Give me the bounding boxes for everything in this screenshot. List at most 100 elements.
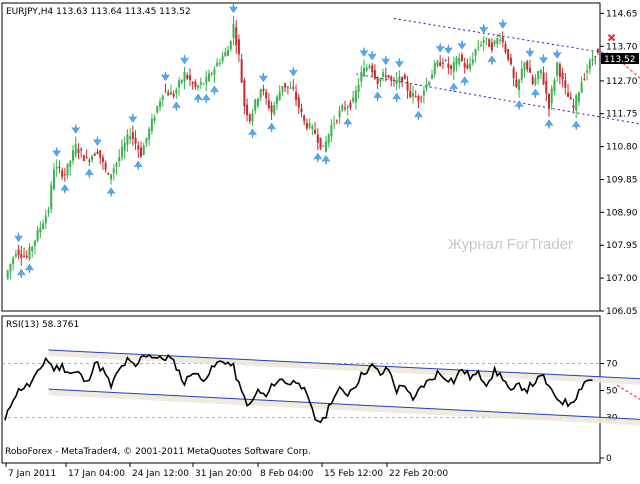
fractal-marker [171,101,181,111]
candle-body [9,264,12,272]
candle-body [308,123,311,128]
candle-body [101,157,104,162]
candle-body [349,102,352,108]
fractal-marker [487,55,497,65]
candle-body [382,72,385,77]
time-tick-label: 7 Jan 2011 [8,469,56,479]
candle-body [357,84,360,93]
price-tick-label: 109.85 [606,175,638,185]
candle-body [450,65,453,69]
candle-body [583,78,586,80]
watermark: Журнал ForTrader [448,236,573,253]
rsi-signal [616,384,640,400]
fractal-marker [60,184,70,194]
candle-body [28,247,31,260]
rsi-line [4,353,593,424]
candle-body [140,147,142,157]
fractal-marker [288,66,298,77]
candle-body [270,105,273,113]
candle-body [504,44,507,52]
candle-body [376,77,379,84]
price-axis: 114.65 113.70 112.70 111.75 110.80 109.85 108.… [600,9,638,317]
candle-body [93,153,96,156]
candle-body [594,56,597,58]
candle-body [42,223,45,229]
candle-body [564,80,567,88]
fractal-marker [193,93,203,103]
candle-body [586,70,589,73]
candle-body [156,106,159,113]
fractal-marker [367,50,377,61]
candle-body [324,141,327,152]
fractal-marker [14,232,24,243]
time-tick-label: 15 Feb 12:00 [324,469,383,479]
candle-body [172,93,175,97]
fractal-marker [313,152,323,163]
candle-body [569,97,572,100]
fractal-marker [544,119,554,129]
candle-body [477,47,480,49]
candle-body [183,72,186,82]
candle-body [373,70,376,79]
candle-body [227,49,230,56]
candle-body [66,163,69,176]
price-tick-label: 110.80 [606,143,638,153]
rsi-tick-label: 50 [606,387,618,397]
candle-body [509,57,512,65]
fractal-marker [209,85,219,96]
candle-body [420,97,423,99]
candle-body [528,68,531,73]
candle-body [319,137,322,149]
candle-body [531,76,534,84]
fractal-marker [84,168,94,179]
candle-body [69,160,72,167]
candle-body [148,128,151,140]
candle-body [96,152,99,154]
candle-body [72,150,74,161]
fractal-marker [443,44,453,54]
candle-body [330,125,333,137]
candle-body [289,87,292,89]
fractal-marker [552,49,562,59]
candle-body [387,75,390,78]
candle-body [333,123,336,125]
candle-body [352,97,355,102]
candle-body [232,24,235,38]
candle-body [186,75,189,79]
candle-body [6,270,9,279]
candle-body [126,134,129,145]
fractal-marker [381,55,391,66]
candle-body [300,108,303,113]
time-tick-label: 24 Jan 12:00 [132,469,189,479]
candle-body [256,98,259,106]
fractal-marker [16,268,26,279]
candle-body [153,117,156,121]
candle-body [216,62,219,67]
candle-body [403,74,406,79]
candle-body [164,91,167,93]
candle-body [224,51,227,57]
candle-body [82,155,85,162]
price-tick-label: 112.70 [606,77,638,87]
candle-body [44,215,47,224]
candle-body [436,61,439,67]
candle-body [12,258,15,264]
time-tick-label: 17 Jan 04:00 [68,469,125,479]
candle-body [123,143,126,151]
candle-body [439,62,442,67]
candle-body [338,110,341,118]
candle-body [371,65,374,73]
candle-body [295,92,298,101]
candle-body [561,72,564,80]
price-tick-label: 107.00 [606,274,638,284]
candle-body [286,86,289,88]
candle-body [33,240,36,247]
price-channel-line [393,18,640,59]
candle-body [251,113,254,122]
fractal-marker [359,47,369,57]
price-tick-label: 107.95 [606,241,638,251]
time-tick-label: 8 Feb 04:00 [260,469,314,479]
candle-body [262,88,265,92]
fractal-marker [413,110,423,121]
candle-body [499,39,502,41]
